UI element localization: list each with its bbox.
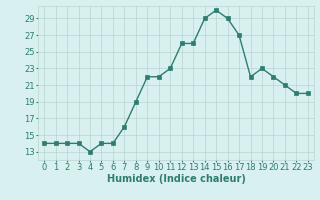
- X-axis label: Humidex (Indice chaleur): Humidex (Indice chaleur): [107, 174, 245, 184]
